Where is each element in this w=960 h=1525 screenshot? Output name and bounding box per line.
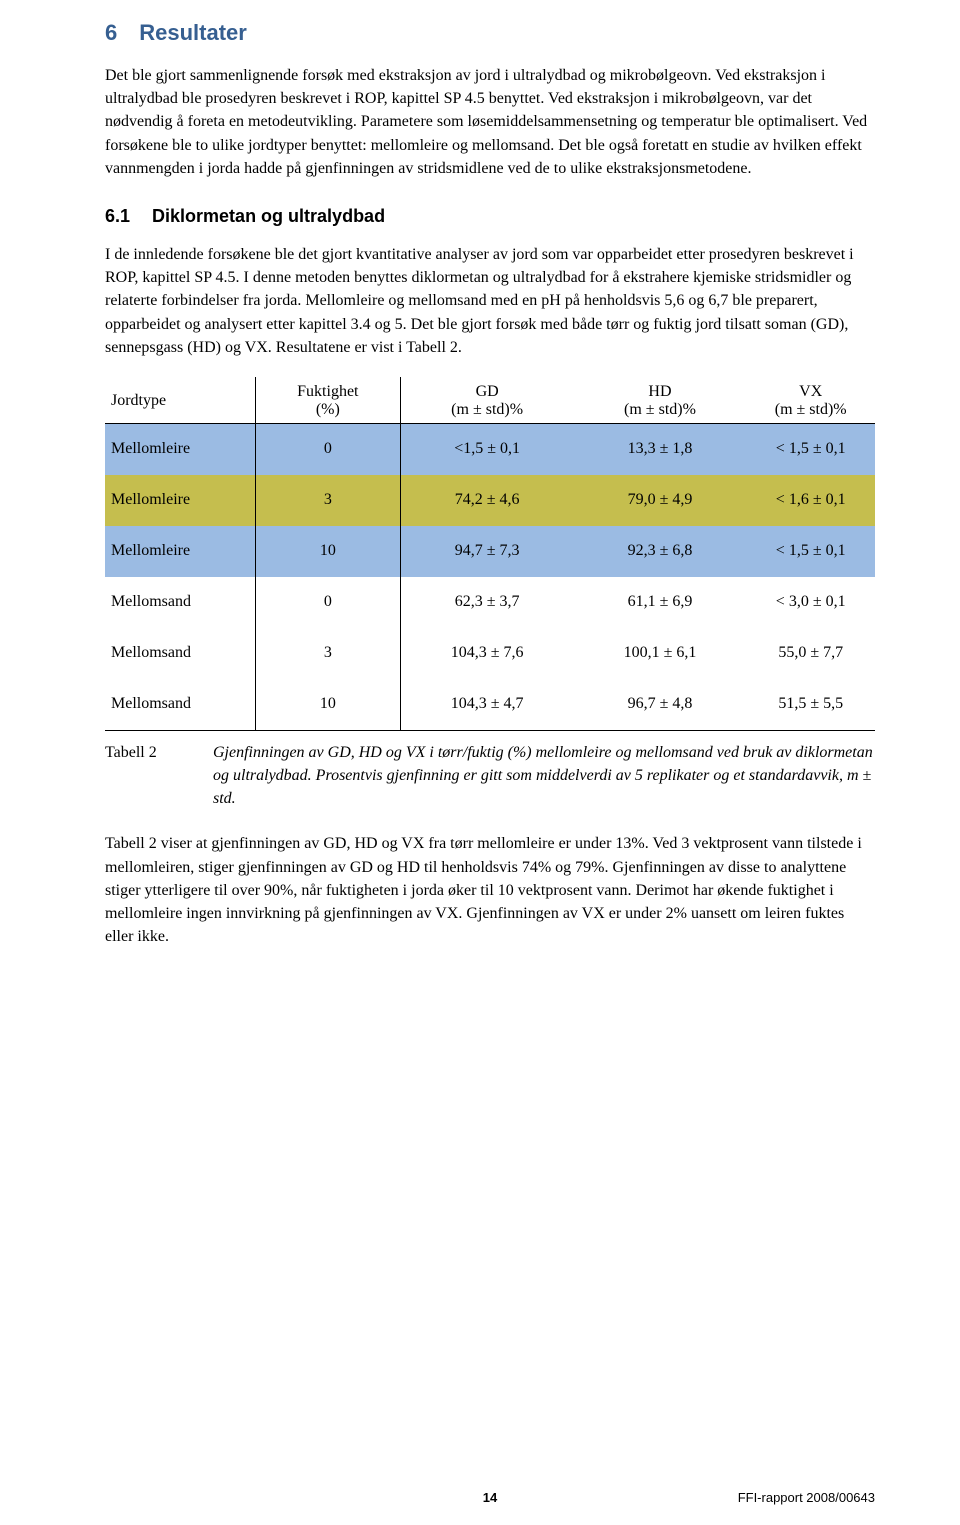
page-number: 14: [105, 1490, 875, 1505]
table-cell: 10: [256, 679, 401, 731]
subsection-heading: 6.1 Diklormetan og ultralydbad: [105, 206, 875, 227]
table-cell: Mellomleire: [105, 424, 256, 475]
table-row: Mellomleire1094,7 ± 7,392,3 ± 6,8< 1,5 ±…: [105, 526, 875, 577]
table-row: Mellomleire374,2 ± 4,679,0 ± 4,9< 1,6 ± …: [105, 475, 875, 526]
page-footer: 14 FFI-rapport 2008/00643: [105, 1490, 875, 1505]
table-cell: 3: [256, 628, 401, 679]
paragraph: Det ble gjort sammenlignende forsøk med …: [105, 64, 875, 180]
table-cell: 62,3 ± 3,7: [401, 577, 574, 628]
table-cell: 92,3 ± 6,8: [574, 526, 747, 577]
caption-text: Gjenfinningen av GD, HD og VX i tørr/fuk…: [213, 741, 875, 811]
table-cell: Mellomleire: [105, 526, 256, 577]
table-caption: Tabell 2 Gjenfinningen av GD, HD og VX i…: [105, 741, 875, 811]
col-gd: GD (m ± std)%: [401, 377, 574, 424]
table-cell: Mellomsand: [105, 577, 256, 628]
table-cell: 100,1 ± 6,1: [574, 628, 747, 679]
table-row: Mellomsand3104,3 ± 7,6100,1 ± 6,155,0 ± …: [105, 628, 875, 679]
table-cell: 104,3 ± 7,6: [401, 628, 574, 679]
table-cell: 13,3 ± 1,8: [574, 424, 747, 475]
paragraph: I de innledende forsøkene ble det gjort …: [105, 243, 875, 359]
table-cell: 10: [256, 526, 401, 577]
table-cell: Mellomsand: [105, 679, 256, 731]
table-cell: 74,2 ± 4,6: [401, 475, 574, 526]
table-row: Mellomsand062,3 ± 3,761,1 ± 6,9< 3,0 ± 0…: [105, 577, 875, 628]
table-cell: < 1,5 ± 0,1: [746, 526, 875, 577]
table-cell: Mellomleire: [105, 475, 256, 526]
table-cell: 3: [256, 475, 401, 526]
table-cell: 61,1 ± 6,9: [574, 577, 747, 628]
table-cell: 104,3 ± 4,7: [401, 679, 574, 731]
table-header-row: Jordtype Fuktighet (%) GD (m ± std)% HD …: [105, 377, 875, 424]
table-cell: <1,5 ± 0,1: [401, 424, 574, 475]
table-row: Mellomsand10104,3 ± 4,796,7 ± 4,851,5 ± …: [105, 679, 875, 731]
table-cell: 55,0 ± 7,7: [746, 628, 875, 679]
table-cell: 0: [256, 424, 401, 475]
paragraph: Tabell 2 viser at gjenfinningen av GD, H…: [105, 832, 875, 948]
subsection-number: 6.1: [105, 206, 130, 226]
caption-label: Tabell 2: [105, 741, 213, 811]
section-number: 6: [105, 20, 117, 45]
subsection-title: Diklormetan og ultralydbad: [152, 206, 385, 226]
section-title: Resultater: [139, 20, 247, 45]
section-heading: 6 Resultater: [105, 20, 875, 46]
table-cell: 0: [256, 577, 401, 628]
table-cell: 96,7 ± 4,8: [574, 679, 747, 731]
col-fuktighet: Fuktighet (%): [256, 377, 401, 424]
col-hd: HD (m ± std)%: [574, 377, 747, 424]
table-cell: 51,5 ± 5,5: [746, 679, 875, 731]
table-cell: < 1,6 ± 0,1: [746, 475, 875, 526]
table-cell: < 1,5 ± 0,1: [746, 424, 875, 475]
col-jordtype: Jordtype: [105, 377, 256, 424]
table-cell: Mellomsand: [105, 628, 256, 679]
table-row: Mellomleire0<1,5 ± 0,113,3 ± 1,8< 1,5 ± …: [105, 424, 875, 475]
results-table: Jordtype Fuktighet (%) GD (m ± std)% HD …: [105, 377, 875, 731]
table-cell: < 3,0 ± 0,1: [746, 577, 875, 628]
col-vx: VX (m ± std)%: [746, 377, 875, 424]
table-cell: 94,7 ± 7,3: [401, 526, 574, 577]
table-cell: 79,0 ± 4,9: [574, 475, 747, 526]
